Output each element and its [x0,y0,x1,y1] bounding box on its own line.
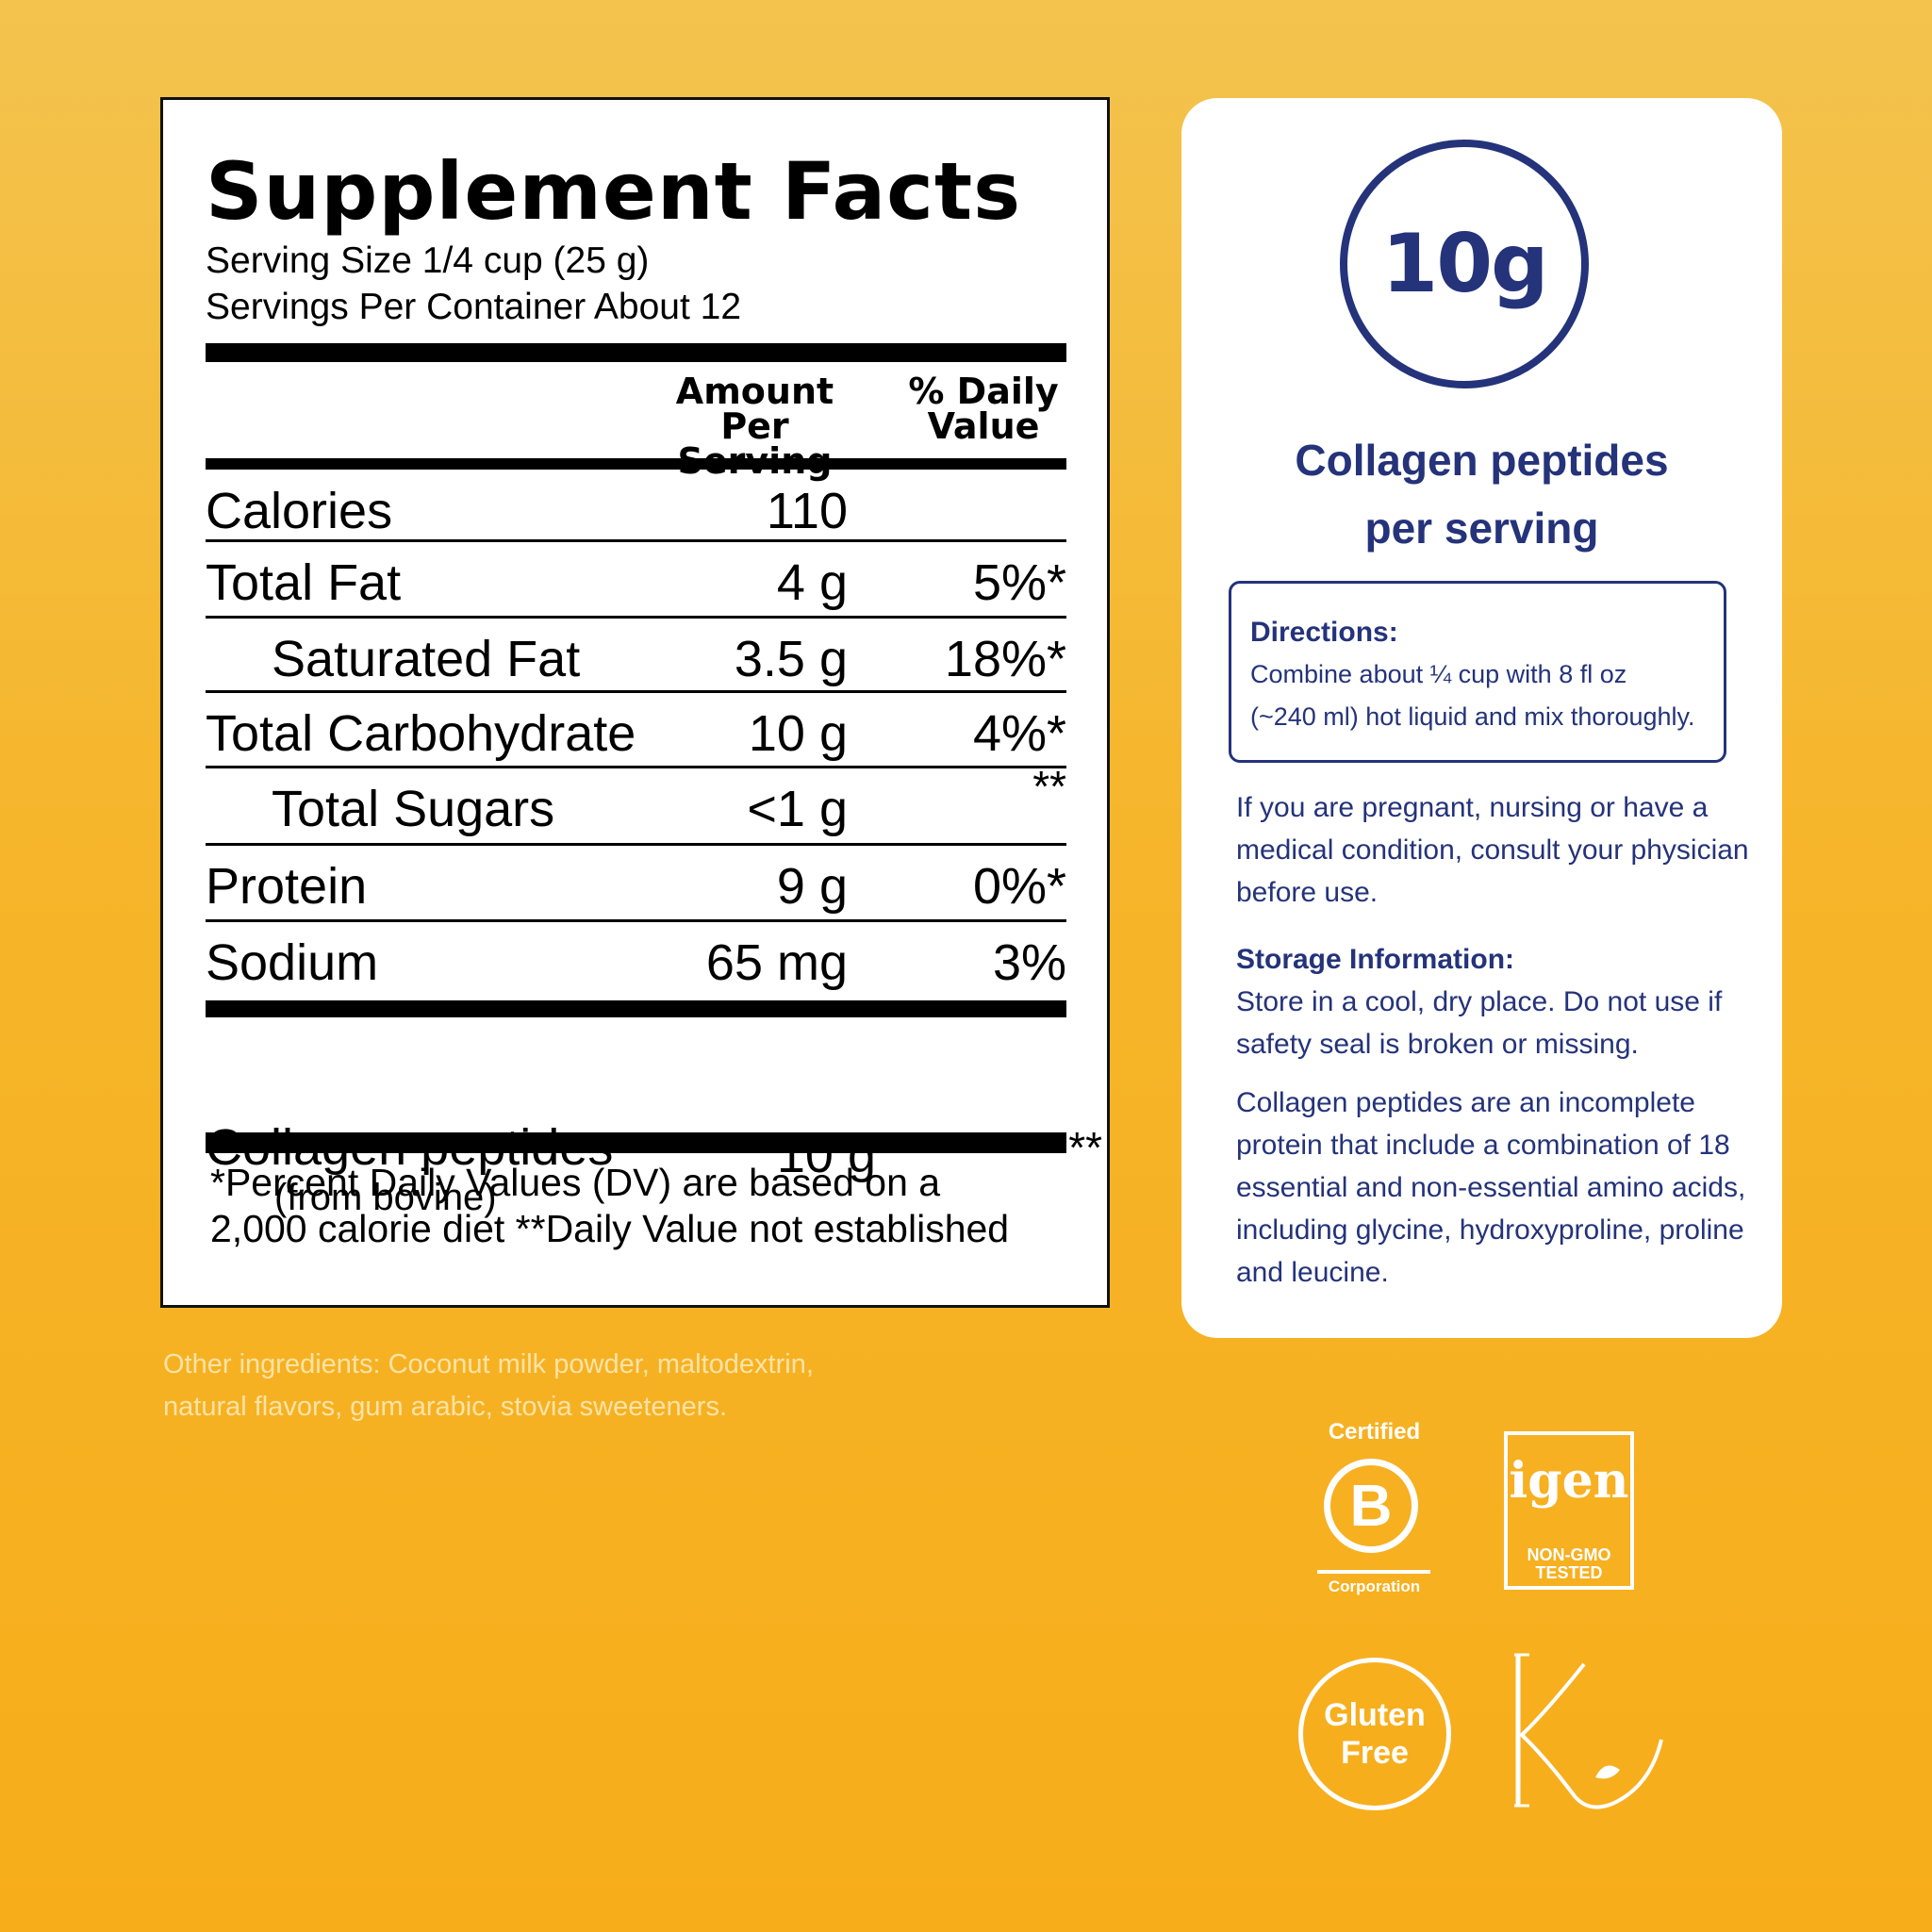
row-divider [206,843,1066,846]
thick-divider [206,1132,1066,1153]
row-divider [206,539,1066,542]
info-card: 10g Collagen peptides per serving Direct… [1181,98,1782,1338]
other-ingredients: Other ingredients: Coconut milk powder, … [163,1349,814,1422]
collagen-dv: ** [1068,1123,1102,1172]
storage-section: Storage Information: Store in a cool, dr… [1236,938,1764,1065]
nutrient-dv: 4%* [972,705,1066,762]
nutrient-row: Sodium 65 mg 3% [206,922,1066,996]
gluten-free-icon: Gluten Free [1298,1658,1451,1810]
nutrient-amount: 10 g [748,705,848,762]
keto-mark-icon [1509,1645,1678,1825]
thick-divider [206,343,1066,362]
directions-text-2: (~240 ml) hot liquid and mix thoroughly. [1250,702,1695,731]
directions-text-1: Combine about ¼ cup with 8 fl oz [1250,660,1627,688]
nutrient-amount: 110 [766,483,848,539]
nutrient-row: Protein 9 g 0%* [206,846,1066,919]
facts-title: Supplement Facts [206,145,1022,238]
medium-divider [206,458,1066,470]
nutrient-dv: 18%* [944,631,1066,687]
nutrient-amount: 9 g [776,858,848,915]
row-divider [206,919,1066,922]
nutrient-amount: <1 g [747,781,848,837]
nutrient-row: Saturated Fat 3.5 g 18%* [206,619,1066,692]
nutrient-dv: 3% [992,934,1066,991]
nutrient-amount: 4 g [776,554,848,611]
daily-value-header: % Daily Value [908,371,1059,447]
directions-box: Directions: Combine about ¼ cup with 8 f… [1229,581,1726,763]
nutrient-dv: 0%* [972,858,1066,915]
nutrient-dv: ** [1032,762,1066,811]
thick-divider [206,1000,1066,1017]
collagen-info: Collagen peptides are an incomplete prot… [1236,1087,1746,1288]
row-divider [206,616,1066,619]
storage-text: Store in a cool, dry place. Do not use i… [1236,986,1723,1060]
nutrient-name: Total Carbohydrate [206,705,636,762]
serving-size: Serving Size 1/4 cup (25 g) [206,240,650,281]
row-divider [206,766,1066,768]
nutrient-name: Protein [206,858,368,915]
directions-heading: Directions: [1250,617,1398,648]
nutrient-row: Total Sugars <1 g ** [206,762,1066,842]
nutrient-name: Sodium [206,934,379,991]
collagen-source: (from bovine) [274,1177,497,1218]
nutrient-name: Saturated Fat [272,631,581,687]
nutrient-amount: 65 mg [705,934,848,991]
pregnancy-warning: If you are pregnant, nursing or have a m… [1236,792,1749,908]
non-gmo-icon: igen NON-GMO TESTED [1504,1431,1634,1590]
storage-heading: Storage Information: [1236,944,1515,975]
nutrient-name: Total Sugars [272,781,555,837]
row-divider [206,690,1066,693]
nutrient-name: Total Fat [206,554,402,611]
nutrient-row: Calories 110 [206,471,1066,544]
nutrient-dv: 5%* [972,554,1066,611]
nutrient-name: Calories [206,483,393,539]
collagen-amount-badge: 10g [1340,140,1589,388]
badge-caption: Collagen peptides per serving [1295,436,1669,553]
nutrient-amount: 3.5 g [734,631,848,687]
servings-per-container: Servings Per Container About 12 [206,287,742,327]
nutrient-row: Total Carbohydrate 10 g 4%* [206,693,1066,767]
supplement-facts-panel: Supplement Facts Serving Size 1/4 cup (2… [160,97,1110,1308]
b-corp-icon: Certified B Corporation [1315,1419,1433,1598]
b-letter-circle: B [1324,1459,1418,1553]
nutrient-row: Total Fat 4 g 5%* [206,542,1066,616]
badge-value: 10g [1381,217,1548,311]
footnote: *Percent Daily Values (DV) are based on … [210,1161,1010,1250]
serving-info: Serving Size 1/4 cup (25 g) Servings Per… [206,238,741,330]
